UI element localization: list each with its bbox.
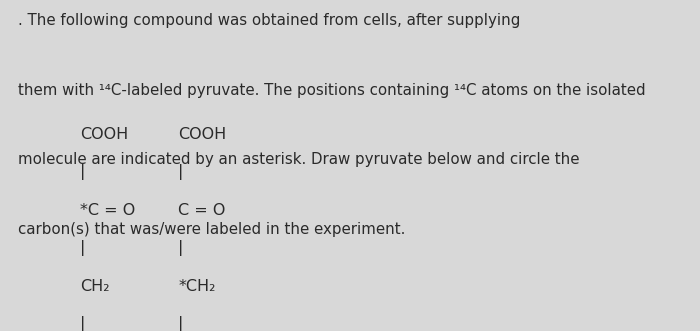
Text: |: | xyxy=(80,240,86,256)
Text: . The following compound was obtained from cells, after supplying: . The following compound was obtained fr… xyxy=(18,13,520,28)
Text: C = O: C = O xyxy=(178,203,226,218)
Text: |: | xyxy=(178,316,184,331)
Text: *CH₂: *CH₂ xyxy=(178,279,216,294)
Text: carbon(s) that was/were labeled in the experiment.: carbon(s) that was/were labeled in the e… xyxy=(18,222,405,237)
Text: |: | xyxy=(80,164,86,180)
Text: |: | xyxy=(178,164,184,180)
Text: COOH: COOH xyxy=(178,126,227,142)
Text: molecule are indicated by an asterisk. Draw pyruvate below and circle the: molecule are indicated by an asterisk. D… xyxy=(18,152,579,167)
Text: CH₂: CH₂ xyxy=(80,279,110,294)
Text: COOH: COOH xyxy=(80,126,129,142)
Text: *C = O: *C = O xyxy=(80,203,136,218)
Text: |: | xyxy=(80,316,86,331)
Text: them with ¹⁴C-labeled pyruvate. The positions containing ¹⁴C atoms on the isolat: them with ¹⁴C-labeled pyruvate. The posi… xyxy=(18,83,645,98)
Text: |: | xyxy=(178,240,184,256)
